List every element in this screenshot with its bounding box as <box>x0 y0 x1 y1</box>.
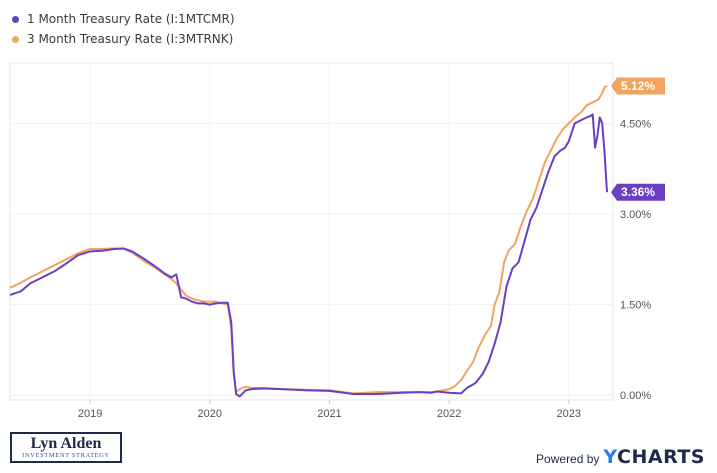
legend-label: 3 Month Treasury Rate (I:3MTRNK) <box>27 32 234 46</box>
ycharts-logo: YCHARTS <box>603 446 705 468</box>
legend-item-1mo[interactable]: 1 Month Treasury Rate (I:1MTCMR) <box>12 9 235 29</box>
legend-label: 1 Month Treasury Rate (I:1MTCMR) <box>27 12 235 26</box>
logo-subtitle: INVESTMENT STRATEGY <box>22 452 110 459</box>
x-tick-label: 2023 <box>556 408 580 420</box>
powered-by-text: Powered by <box>536 452 600 466</box>
x-tick-label: 2022 <box>437 408 461 420</box>
x-tick-label: 2019 <box>78 408 102 420</box>
x-tick-label: 2021 <box>317 408 341 420</box>
end-value-label: 3.36% <box>621 185 655 199</box>
lyn-alden-logo: Lyn Alden INVESTMENT STRATEGY <box>10 432 122 463</box>
y-tick-label: 0.00% <box>620 390 651 402</box>
logo-name: Lyn Alden <box>30 435 102 452</box>
y-tick-label: 1.50% <box>620 300 651 312</box>
y-tick-label: 4.50% <box>620 118 651 130</box>
series-line-3-month <box>9 85 608 395</box>
end-value-badge <box>611 77 665 95</box>
legend-dot-icon <box>12 35 19 43</box>
legend-dot-icon <box>12 15 19 23</box>
legend-item-3mo[interactable]: 3 Month Treasury Rate (I:3MTRNK) <box>12 29 235 49</box>
end-value-label: 5.12% <box>621 79 655 93</box>
y-tick-label: 3.00% <box>620 209 651 221</box>
legend: 1 Month Treasury Rate (I:1MTCMR) 3 Month… <box>12 9 235 49</box>
series-line-1-month <box>9 113 608 398</box>
ycharts-attribution[interactable]: Powered by YCHARTS <box>536 446 705 468</box>
plot-frame <box>9 62 614 401</box>
x-tick-label: 2020 <box>198 408 222 420</box>
end-value-badge <box>611 183 665 201</box>
